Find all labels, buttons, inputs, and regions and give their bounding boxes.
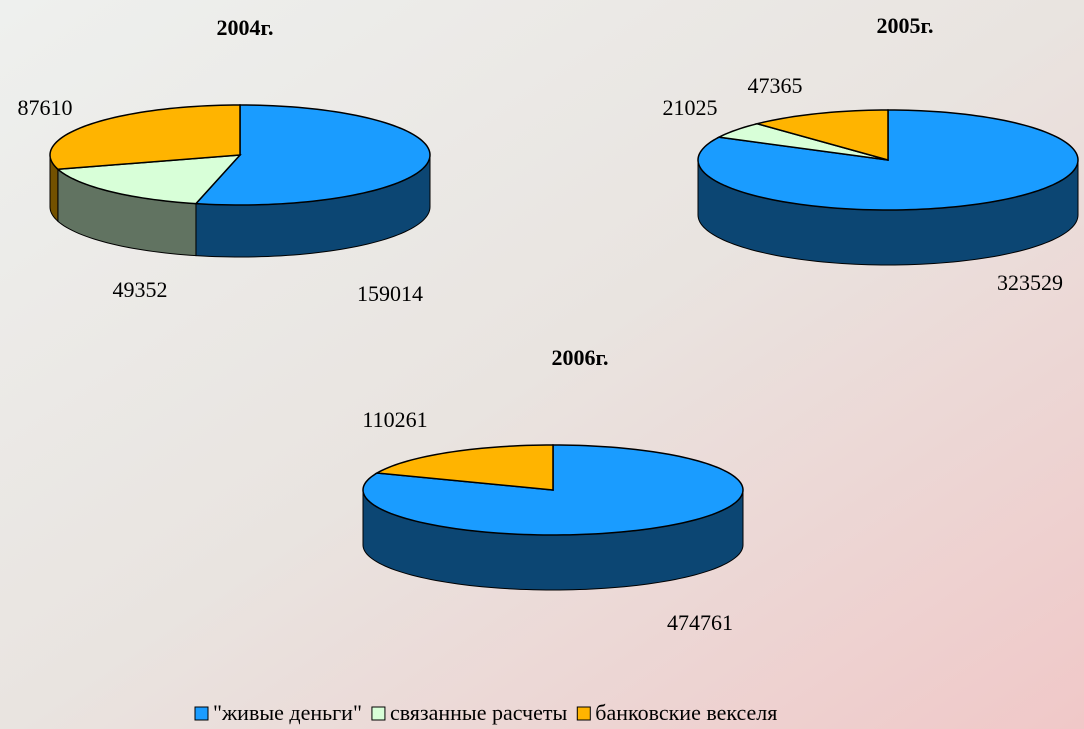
data-label: 474761: [667, 610, 733, 635]
legend-swatch: [194, 706, 209, 721]
data-label: 87610: [18, 95, 73, 120]
chart-title: 2005г.: [876, 13, 933, 38]
data-label: 110261: [362, 407, 427, 432]
data-label: 47365: [748, 73, 803, 98]
legend-label: связанные расчеты: [390, 700, 568, 725]
pie-slice: [362, 444, 744, 536]
data-label: 323529: [997, 270, 1063, 295]
legend-label: банковские векселя: [595, 700, 777, 725]
pie-slice: [754, 109, 889, 161]
pie-slice: [194, 104, 431, 206]
chart-title: 2006г.: [551, 345, 608, 370]
legend-swatch: [576, 706, 591, 721]
pie-slice: [374, 444, 554, 491]
pie-slice: [49, 104, 241, 171]
data-label: 49352: [113, 277, 168, 302]
data-label: 159014: [357, 281, 423, 306]
pie-slice: [716, 122, 889, 161]
chart-title: 2004г.: [216, 15, 273, 40]
pie-slice: [55, 154, 242, 205]
data-label: 21025: [663, 95, 718, 120]
legend-label: "живые деньги": [213, 700, 362, 725]
legend-swatch: [371, 706, 386, 721]
